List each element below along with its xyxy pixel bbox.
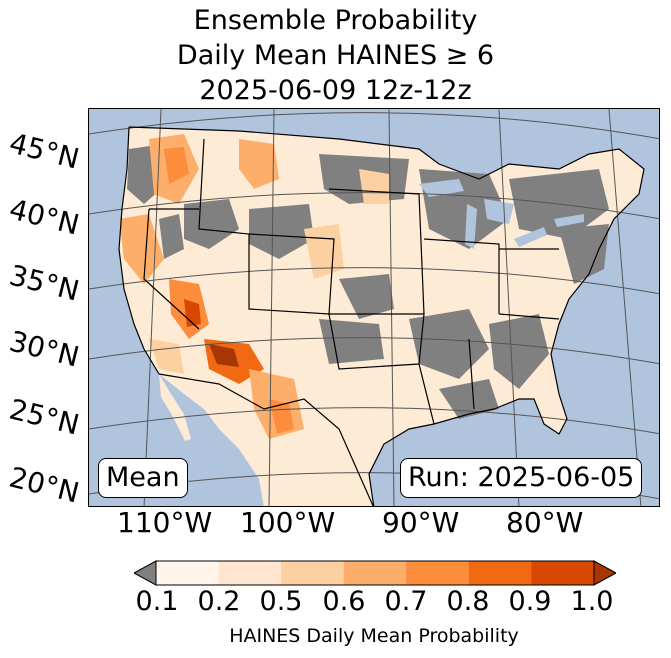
- lat-label-35: 35°N: [6, 258, 83, 308]
- lat-label-30: 30°N: [6, 324, 83, 374]
- lat-label-45: 45°N: [6, 126, 83, 176]
- run-date-label: Run: 2025-06-05: [400, 458, 643, 498]
- colorbar: [134, 560, 616, 586]
- probability-map[interactable]: [88, 108, 660, 507]
- colorbar-cell: [281, 561, 345, 585]
- colorbar-tick: 0.7: [384, 586, 428, 617]
- colorbar-frame: [155, 560, 595, 586]
- lat-label-40: 40°N: [6, 192, 83, 242]
- colorbar-cell: [218, 561, 282, 585]
- colorbar-cell: [343, 561, 407, 585]
- colorbar-tick: 0.8: [446, 586, 490, 617]
- colorbar-over-arrow: [593, 560, 616, 586]
- colorbar-cell: [406, 561, 470, 585]
- title-line-1: Ensemble Probability: [193, 5, 478, 36]
- lat-label-25: 25°N: [6, 392, 83, 442]
- baja: [159, 374, 191, 441]
- colorbar-cell: [156, 561, 220, 585]
- map-canvas: [89, 109, 659, 506]
- colorbar-tick: 1.0: [570, 586, 614, 617]
- colorbar-cell: [468, 561, 532, 585]
- lon-label-110: 110°W: [117, 506, 213, 539]
- title-line-3: 2025-06-09 12z-12z: [199, 75, 472, 106]
- colorbar-label: HAINES Daily Mean Probability: [229, 625, 519, 647]
- colorbar-tick: 0.2: [197, 586, 241, 617]
- state-borders: [118, 126, 645, 506]
- great-lakes: [419, 179, 584, 249]
- lat-label-20: 20°N: [6, 460, 83, 510]
- lon-label-90: 90°W: [382, 506, 460, 539]
- colorbar-tick: 0.6: [322, 586, 366, 617]
- colorbar-tick: 0.5: [259, 586, 303, 617]
- colorbar-tick: 0.1: [135, 586, 179, 617]
- title-line-2: Daily Mean HAINES ≥ 6: [176, 40, 495, 71]
- lon-label-80: 80°W: [506, 506, 584, 539]
- colorbar-under-arrow: [134, 560, 157, 586]
- colorbar-cell: [531, 561, 595, 585]
- statistic-label: Mean: [98, 458, 188, 498]
- colorbar-tick: 0.9: [508, 586, 552, 617]
- lon-label-100: 100°W: [240, 506, 336, 539]
